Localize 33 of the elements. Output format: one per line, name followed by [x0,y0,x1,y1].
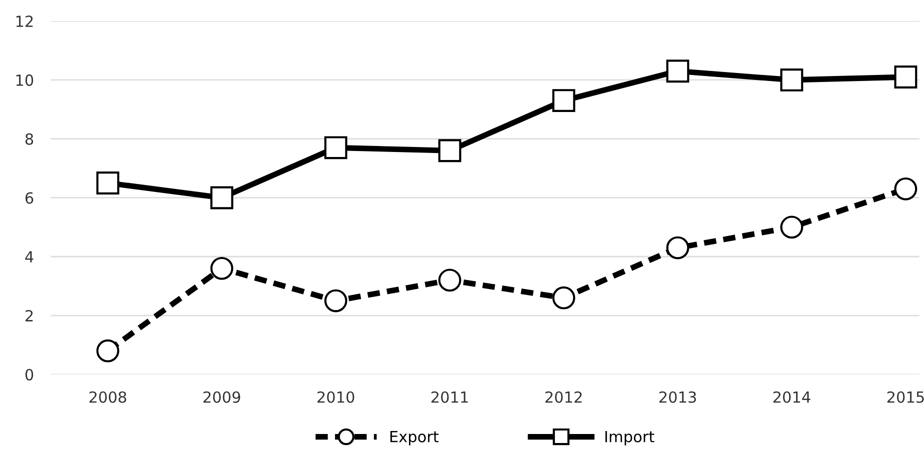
point [780,216,804,239]
point [324,136,348,160]
y-tick-label: 6 [26,192,34,204]
x-tick-label: 2011 [431,391,468,403]
x-tick-label: 2008 [89,391,126,403]
point [780,68,804,92]
point [894,66,918,88]
point [666,60,690,83]
y-tick-label: 8 [25,133,34,145]
y-tick-label: 12 [16,16,33,27]
y-tick-label: 4 [25,251,34,262]
legend-label: Export [390,431,439,446]
x-tick-label: 2013 [659,391,696,403]
point [96,172,120,194]
y-tick-label: 2 [26,310,33,322]
point [666,236,690,260]
x-tick-label: 2009 [203,391,240,403]
point [438,139,462,162]
x-tick-label: 2010 [317,391,354,403]
y-tick-label: 0 [25,368,34,380]
point [210,256,234,280]
x-tick-label: 2012 [545,391,582,403]
point [96,339,120,362]
point [324,289,348,312]
point [438,268,462,292]
point [552,286,576,310]
legend-label: Import [605,431,654,446]
x-tick-label: 2014 [773,391,810,403]
point [552,89,576,112]
point [210,186,234,210]
point [894,177,918,200]
y-tick-label: 10 [16,74,34,86]
x-tick-label: 2015 [887,391,924,403]
